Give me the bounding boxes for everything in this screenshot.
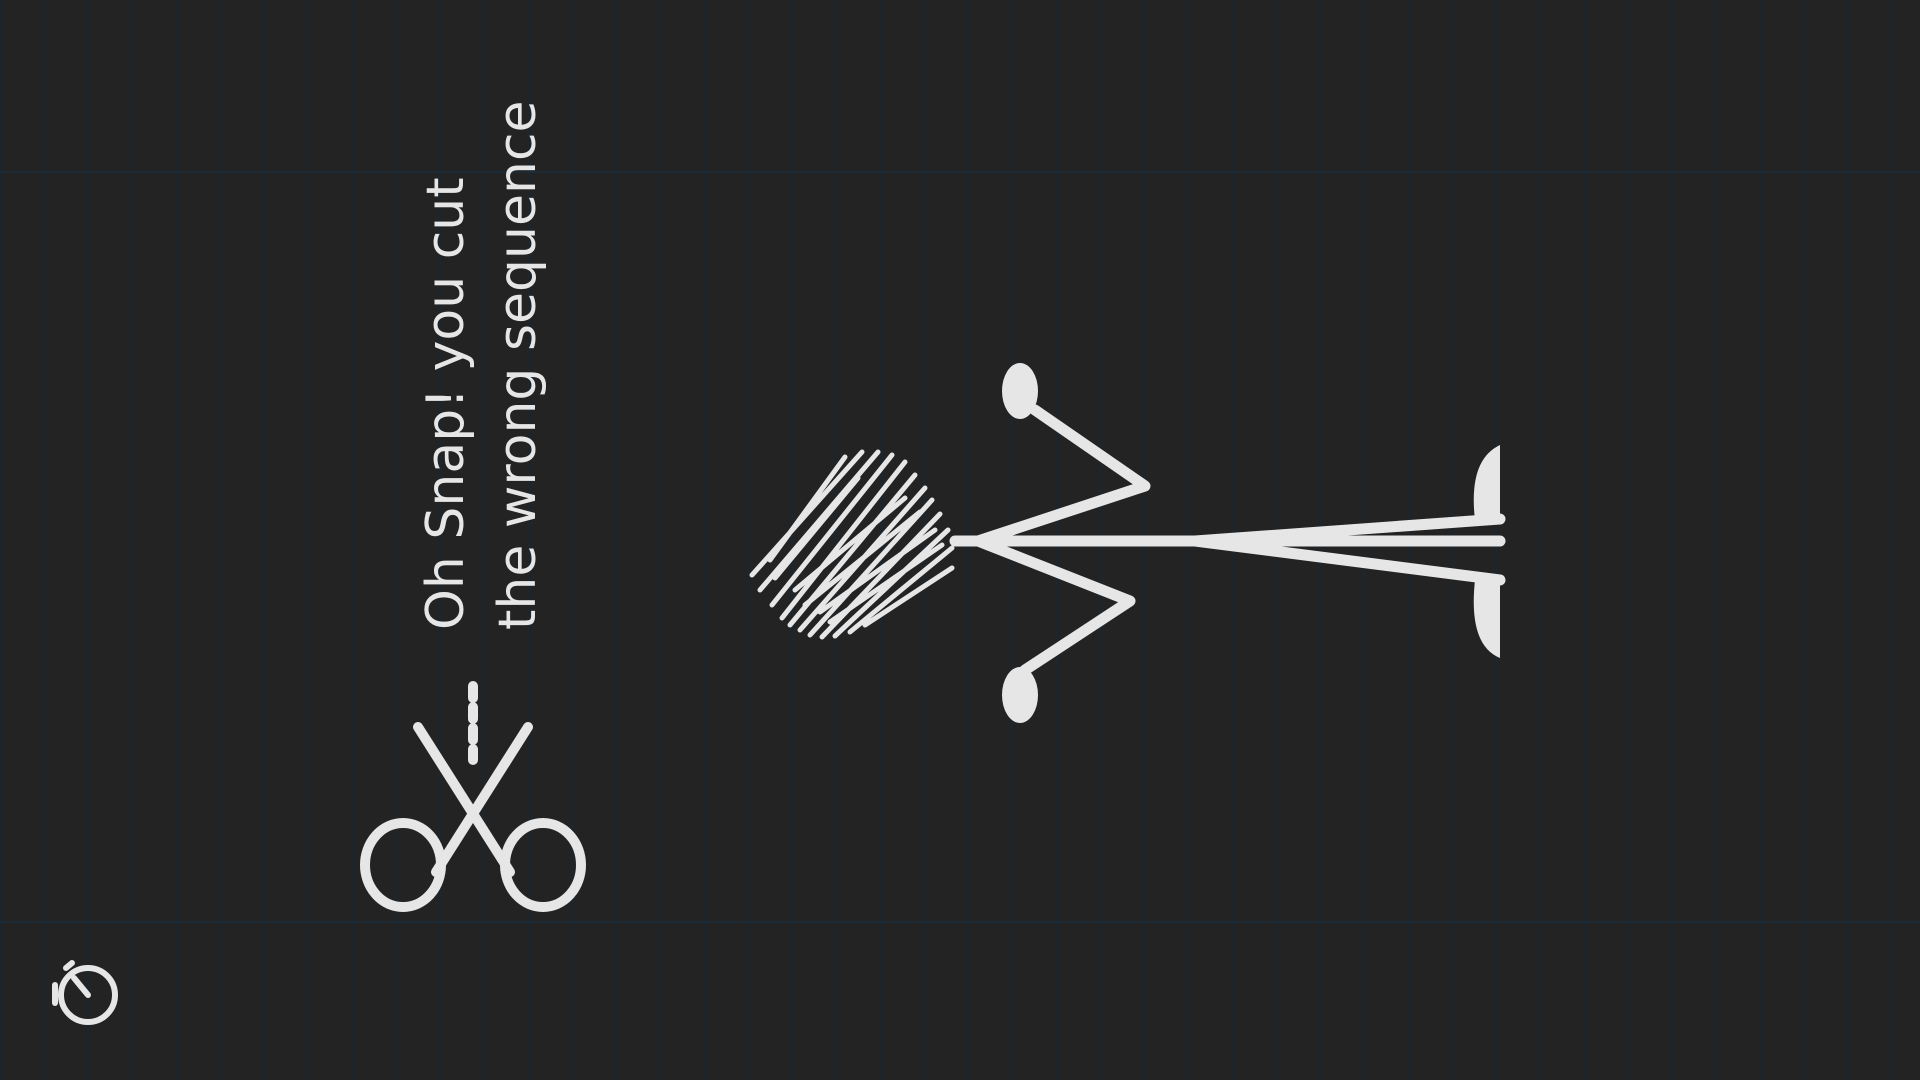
stick-figure-extremities: [1002, 363, 1500, 723]
stick-figure-body: [949, 404, 1506, 676]
ruled-line-top: [0, 171, 1920, 173]
stick-figure-head: [749, 449, 955, 640]
stopwatch-icon: [52, 960, 118, 1025]
scissors-icon: [360, 681, 586, 912]
ruled-line-bottom: [0, 921, 1920, 923]
